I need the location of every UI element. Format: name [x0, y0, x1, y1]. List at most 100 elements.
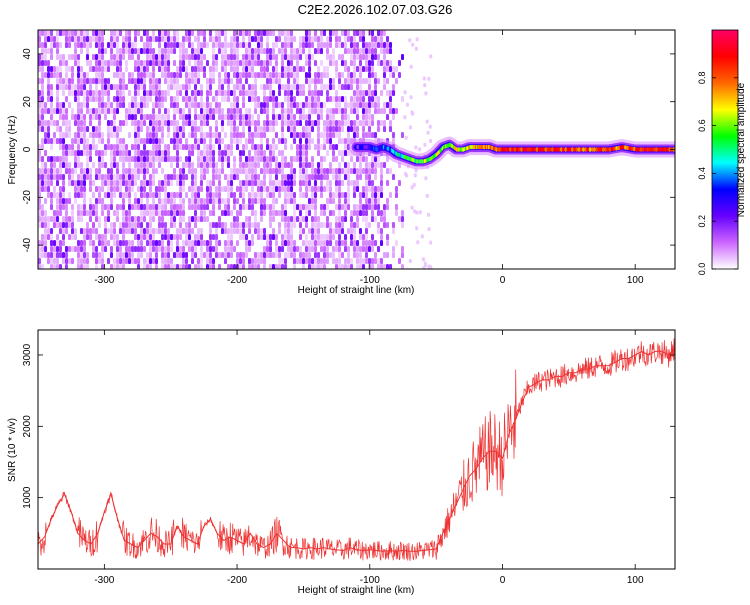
heatmap-cell: [77, 252, 80, 258]
heatmap-cell: [260, 144, 263, 150]
heatmap-cell: [83, 210, 86, 216]
heatmap-cell: [41, 108, 44, 114]
heatmap-cell: [293, 222, 296, 228]
heatmap-cell: [143, 114, 146, 120]
heatmap-cell: [305, 60, 308, 66]
heatmap-cell: [218, 108, 221, 114]
heatmap-cell: [134, 90, 137, 96]
heatmap-cell: [257, 102, 260, 108]
heatmap-cell: [275, 264, 278, 269]
heatmap-cell: [119, 264, 122, 269]
heatmap-cell: [287, 222, 290, 228]
heatmap-cell: [299, 192, 302, 198]
heatmap-cell: [140, 108, 143, 114]
heatmap-cell: [173, 144, 176, 150]
heatmap-cell: [212, 264, 215, 269]
heatmap-cell: [128, 132, 131, 138]
heatmap-cell: [122, 144, 125, 150]
heatmap-cell: [338, 150, 341, 156]
heatmap-cell: [185, 84, 188, 90]
heatmap-cell: [260, 138, 263, 144]
heatmap-cell: [377, 54, 380, 60]
heatmap-cell: [374, 186, 377, 192]
heatmap-cell: [362, 108, 365, 114]
heatmap-cell: [143, 120, 146, 126]
heatmap-cell: [335, 174, 338, 180]
heatmap-cell: [281, 84, 284, 90]
heatmap-cell: [320, 36, 323, 42]
heatmap-cell: [158, 90, 161, 96]
heatmap-cell: [281, 66, 284, 72]
heatmap-cell: [383, 60, 386, 66]
heatmap-cell: [408, 258, 412, 263]
heatmap-cell: [98, 168, 101, 174]
heatmap-cell: [233, 48, 236, 54]
heatmap-cell: [194, 108, 197, 114]
heatmap-cell: [323, 102, 326, 108]
heatmap-cell: [242, 132, 245, 138]
heatmap-cell: [335, 60, 338, 66]
heatmap-cell: [149, 240, 152, 246]
heatmap-cell: [299, 108, 302, 114]
heatmap-cell: [128, 162, 131, 168]
heatmap-cell: [98, 78, 101, 84]
heatmap-cell: [140, 186, 143, 192]
heatmap-cell: [257, 180, 260, 186]
heatmap-cell: [77, 216, 80, 222]
heatmap-cell: [320, 246, 323, 252]
heatmap-cell: [266, 162, 269, 168]
heatmap-cell: [305, 30, 308, 36]
heatmap-cell: [188, 78, 191, 84]
heatmap-cell: [242, 252, 245, 258]
heatmap-cell: [134, 30, 137, 36]
heatmap-cell: [95, 198, 98, 204]
heatmap-cell: [347, 186, 350, 192]
heatmap-cell: [368, 120, 371, 126]
heatmap-cell: [161, 54, 164, 60]
heatmap-cell: [161, 264, 164, 269]
heatmap-cell: [158, 96, 161, 102]
heatmap-cell: [365, 54, 368, 60]
heatmap-cell: [113, 234, 116, 240]
heatmap-cell: [224, 174, 227, 180]
heatmap-cell: [239, 192, 242, 198]
heatmap-cell: [218, 192, 221, 198]
heatmap-cell: [188, 60, 191, 66]
heatmap-cell: [98, 234, 101, 240]
heatmap-cell: [374, 216, 377, 222]
heatmap-cell: [215, 90, 218, 96]
heatmap-cell: [50, 102, 53, 108]
heatmap-cell: [389, 72, 392, 78]
heatmap-cell: [242, 102, 245, 108]
heatmap-cell: [38, 192, 41, 198]
heatmap-cell: [368, 132, 371, 138]
heatmap-cell: [224, 132, 227, 138]
spectrogram-noise-cells: [38, 30, 433, 269]
heatmap-cell: [335, 258, 338, 264]
heatmap-cell: [212, 180, 215, 186]
heatmap-cell: [215, 228, 218, 234]
heatmap-cell: [374, 72, 377, 78]
heatmap-cell: [353, 120, 356, 126]
heatmap-cell: [131, 252, 134, 258]
heatmap-cell: [149, 78, 152, 84]
heatmap-cell: [326, 96, 329, 102]
heatmap-cell: [353, 96, 356, 102]
heatmap-cell: [200, 48, 203, 54]
heatmap-cell: [38, 42, 41, 48]
heatmap-cell: [200, 180, 203, 186]
heatmap-cell: [260, 210, 263, 216]
heatmap-cell: [182, 60, 185, 66]
heatmap-cell: [74, 60, 77, 66]
heatmap-cell: [353, 240, 356, 246]
heatmap-cell: [191, 246, 194, 252]
heatmap-cell: [158, 210, 161, 216]
heatmap-cell: [194, 120, 197, 126]
heatmap-cell: [47, 186, 50, 192]
heatmap-cell: [215, 126, 218, 132]
heatmap-cell: [374, 36, 377, 42]
heatmap-cell: [167, 240, 170, 246]
heatmap-cell: [353, 54, 356, 60]
heatmap-cell: [50, 258, 53, 264]
heatmap-cell: [368, 198, 371, 204]
